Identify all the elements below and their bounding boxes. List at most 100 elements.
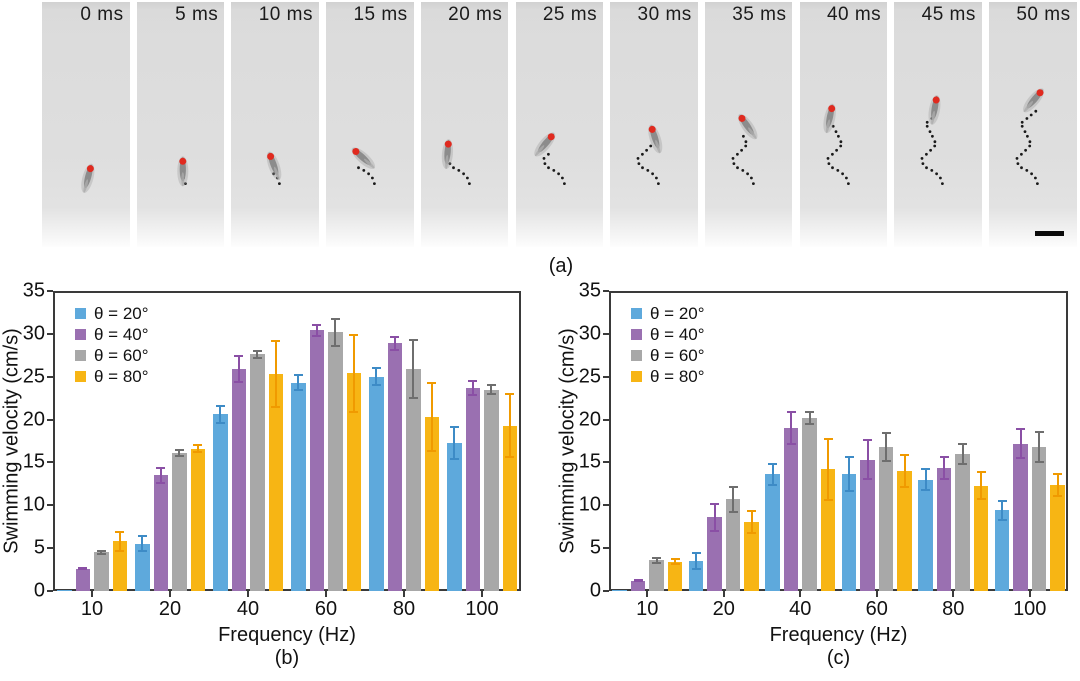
error-bar <box>449 425 459 460</box>
robot-tail <box>364 158 375 169</box>
bar <box>250 354 265 591</box>
x-axis-title: Frequency (Hz) <box>218 624 356 646</box>
error-bar-cap-bottom <box>823 498 833 501</box>
robot-tail <box>655 139 661 154</box>
bar <box>424 417 439 591</box>
robot-head-marker <box>178 157 186 165</box>
error-bar <box>1016 428 1025 459</box>
legend-swatch <box>75 308 86 319</box>
robot-tail <box>180 172 184 187</box>
error-bar-cap-bottom <box>997 518 1007 521</box>
trajectory-dot <box>556 172 560 176</box>
legend-swatch <box>75 350 86 361</box>
robot-graphic <box>731 113 758 186</box>
x-tick-mark <box>169 591 171 597</box>
video-frame: 50 ms <box>989 2 1077 247</box>
bar <box>918 479 933 591</box>
x-axis-title: Frequency (Hz) <box>769 624 908 646</box>
y-tick-label: 5 <box>33 536 45 559</box>
error-bar-line <box>827 437 829 501</box>
error-bar <box>156 466 166 484</box>
bar <box>744 521 759 591</box>
error-bar-line <box>1056 472 1059 497</box>
error-bar-line <box>771 463 774 486</box>
y-tick-label: 0 <box>33 579 45 602</box>
robot-tail <box>1023 101 1034 112</box>
trajectory-dot <box>457 169 460 172</box>
error-bar-cap-bottom <box>486 392 496 395</box>
bar <box>955 453 970 591</box>
trajectory-dot <box>928 130 932 134</box>
error-bar <box>881 432 891 462</box>
frame-time-label: 15 ms <box>353 4 408 25</box>
bar <box>802 417 817 591</box>
error-bar-line <box>352 333 355 413</box>
plot-box <box>53 291 521 591</box>
error-bar <box>215 405 225 424</box>
x-tick-mark <box>1028 591 1031 597</box>
robot-tail <box>274 166 280 180</box>
x-tick-mark <box>325 591 327 597</box>
error-bar-cap-bottom <box>691 567 701 570</box>
trajectory-dot <box>278 182 282 186</box>
error-bar <box>349 333 359 413</box>
frame-time-label: 35 ms <box>732 4 787 25</box>
bar <box>484 389 499 591</box>
trajectory-dot <box>834 148 838 152</box>
robot-tail <box>534 145 544 157</box>
y-tick-mark <box>47 290 53 292</box>
error-bar-cap-top <box>900 453 909 456</box>
robot-graphic <box>441 139 471 186</box>
error-bar-cap-top <box>939 456 949 459</box>
error-bar-cap-top <box>670 558 680 561</box>
trajectory-dot <box>1028 144 1032 148</box>
bar <box>75 568 90 591</box>
swimming-robot <box>928 95 941 125</box>
trajectory-dot <box>744 144 747 148</box>
y-tick-mark <box>47 375 53 378</box>
trajectory-dot <box>920 157 924 160</box>
error-bar-cap-bottom <box>174 455 184 458</box>
x-tick-mark <box>952 591 955 597</box>
error-bar-line <box>118 531 121 552</box>
y-tick-label: 30 <box>22 322 45 345</box>
x-tick-label: 80 <box>392 598 416 620</box>
error-bar-cap-bottom <box>137 550 147 553</box>
error-bar <box>633 579 643 583</box>
frame-time-label: 10 ms <box>258 4 313 25</box>
error-bar <box>174 448 184 458</box>
robot-head-marker <box>648 125 656 133</box>
trajectory-dot <box>645 148 649 152</box>
trajectory-dot <box>749 176 753 180</box>
trajectory-dot <box>925 166 929 170</box>
bar <box>291 382 306 591</box>
bar <box>447 442 462 591</box>
y-tick-label: 10 <box>578 493 601 516</box>
trajectory-dot <box>735 152 739 156</box>
error-bar-line <box>980 471 982 501</box>
robot-graphic <box>267 151 282 186</box>
trajectory-dot <box>641 152 644 156</box>
y-tick-mark <box>47 418 53 421</box>
error-bar-cap-top <box>371 367 381 370</box>
error-bar-line <box>1001 500 1003 521</box>
trajectory-dot <box>741 134 745 138</box>
legend-item: θ = 80° <box>631 366 705 387</box>
robot-head-marker <box>547 133 555 141</box>
error-bar-line <box>866 439 869 481</box>
error-bar <box>863 439 872 481</box>
x-tick-label: 80 <box>942 598 965 620</box>
x-tick-mark <box>481 591 483 597</box>
robot-head-marker <box>827 105 835 113</box>
error-bar <box>427 381 437 453</box>
x-tick-mark <box>247 591 249 597</box>
bar <box>630 580 646 591</box>
y-tick-mark <box>47 332 53 335</box>
error-bar <box>115 531 125 552</box>
error-bar-line <box>393 335 396 351</box>
trajectory-dot <box>1020 124 1024 128</box>
error-bar-cap-bottom <box>921 488 930 491</box>
y-tick-label: 20 <box>578 408 601 431</box>
trajectory-dot <box>373 182 376 186</box>
error-bar <box>1034 430 1044 464</box>
